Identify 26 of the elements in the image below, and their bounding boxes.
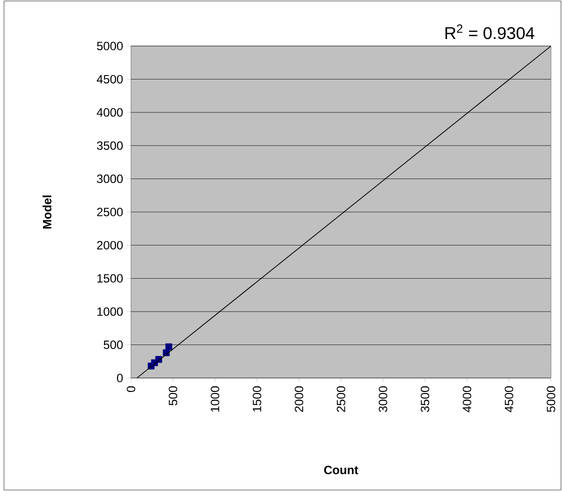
point: [165, 343, 172, 350]
x-tick-label: 5000: [546, 386, 556, 412]
y-tick-label: 4000: [96, 108, 123, 117]
x-tick-label: 3000: [378, 386, 388, 412]
x-tick-label: 4500: [504, 386, 514, 412]
x-tick-label: 2000: [294, 386, 304, 412]
y-tick-label: 2000: [97, 240, 123, 250]
x-tick-label: 500: [168, 386, 178, 406]
y-tick-label: 1500: [97, 274, 123, 283]
y-tick-label: 500: [104, 340, 123, 350]
y-tick-label: 0: [116, 374, 123, 382]
y-tick-label: 3500: [96, 141, 123, 150]
x-tick-label: 1500: [252, 386, 262, 412]
y-tick-label: 4500: [96, 74, 123, 84]
x-tick-label: 4000: [462, 386, 472, 412]
y-axis-title: Model: [42, 196, 52, 229]
x-tick-label: 3500: [420, 386, 430, 412]
x-tick-label: 0: [126, 386, 136, 392]
y-tick-label: 3000: [96, 174, 123, 184]
y-tick-label: 2500: [97, 208, 123, 216]
y-tick-label: 5000: [96, 42, 123, 50]
x-tick-label: 1000: [210, 386, 220, 412]
y-tick-label: 1000: [97, 307, 123, 316]
x-tick-label: 2500: [336, 386, 346, 412]
text: R$^{2}$ = 0.9304: [446, 24, 534, 40]
x-axis-title: Count: [324, 466, 358, 474]
